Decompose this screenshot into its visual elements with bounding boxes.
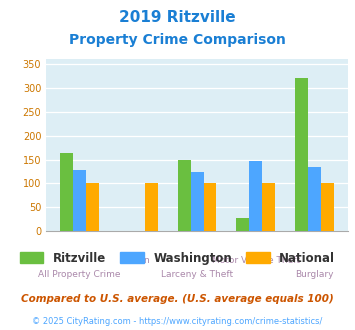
Bar [60,153,73,231]
Text: 2019 Ritzville: 2019 Ritzville [119,10,236,25]
Bar [321,183,334,231]
Text: Arson: Arson [125,256,151,265]
Bar [308,167,321,231]
Bar [262,183,275,231]
Bar [203,183,217,231]
Text: Burglary: Burglary [295,270,334,279]
Bar [236,218,250,231]
Bar [86,183,99,231]
Text: Compared to U.S. average. (U.S. average equals 100): Compared to U.S. average. (U.S. average … [21,294,334,304]
Text: Larceny & Theft: Larceny & Theft [161,270,233,279]
Bar [144,183,158,231]
Legend: Ritzville, Washington, National: Ritzville, Washington, National [20,252,335,265]
Bar [178,159,191,231]
Text: Motor Vehicle Theft: Motor Vehicle Theft [212,256,300,265]
Text: © 2025 CityRating.com - https://www.cityrating.com/crime-statistics/: © 2025 CityRating.com - https://www.city… [32,317,323,326]
Bar [73,171,86,231]
Bar [295,78,308,231]
Text: Property Crime Comparison: Property Crime Comparison [69,33,286,47]
Bar [191,172,203,231]
Text: All Property Crime: All Property Crime [38,270,121,279]
Bar [250,161,262,231]
